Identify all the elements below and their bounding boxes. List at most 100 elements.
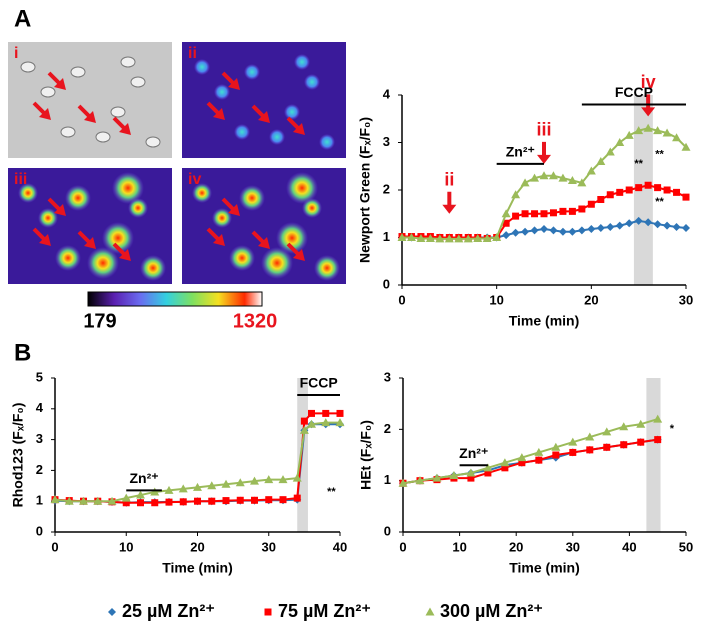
marker [635, 184, 643, 192]
image-label: ii [188, 45, 197, 62]
marker [264, 608, 272, 616]
marker [644, 181, 652, 189]
cell [95, 131, 111, 143]
marker [596, 157, 606, 165]
marker [549, 209, 557, 217]
cell [112, 172, 144, 204]
cell [319, 134, 335, 150]
marker [178, 484, 188, 493]
series-line [402, 438, 658, 485]
marker [50, 495, 60, 504]
micrograph [8, 42, 172, 158]
marker [517, 453, 527, 462]
marker [265, 496, 273, 504]
marker [179, 498, 187, 506]
marker [603, 443, 611, 451]
marker [416, 233, 426, 242]
y-tick-label: 4 [383, 86, 391, 101]
marker [577, 178, 587, 187]
y-tick-label: 0 [36, 523, 43, 538]
marker [235, 478, 245, 487]
marker [551, 442, 561, 451]
marker [539, 171, 549, 180]
marker [164, 485, 174, 494]
marker [615, 138, 625, 146]
arrow-head [293, 123, 305, 135]
annotation-text: * [670, 423, 675, 435]
marker [644, 218, 653, 227]
x-tick-label: 20 [584, 292, 598, 307]
marker [624, 130, 634, 139]
annotation-text: ** [655, 148, 664, 160]
marker [467, 474, 475, 482]
arrow-head [293, 249, 305, 261]
arrow-head [84, 111, 96, 123]
marker [335, 418, 345, 427]
marker [530, 173, 540, 182]
marker [151, 499, 159, 507]
marker [625, 219, 634, 228]
cell [102, 222, 134, 254]
marker [292, 473, 302, 482]
marker [585, 432, 595, 441]
marker [587, 200, 595, 208]
legend-label: 300 µM Zn²⁺ [440, 601, 543, 621]
cell [214, 84, 230, 100]
cell [120, 56, 136, 68]
marker [79, 496, 88, 505]
cell [269, 129, 285, 145]
marker [432, 473, 442, 482]
image-label: iv [188, 171, 201, 188]
marker [672, 223, 681, 232]
x-tick-label: 0 [398, 292, 405, 307]
marker [483, 463, 493, 472]
marker [549, 226, 558, 235]
arrow-head [84, 237, 96, 249]
marker [251, 496, 258, 504]
marker [605, 147, 615, 156]
marker [137, 499, 144, 507]
y-tick-label: 3 [383, 134, 390, 149]
legend: 25 µM Zn²⁺ 75 µM Zn²⁺ 300 µM Zn²⁺ [122, 601, 543, 621]
marker [221, 479, 231, 488]
marker [606, 223, 615, 232]
cell [20, 61, 36, 73]
arrow-head [213, 234, 225, 246]
y-tick-label: 4 [36, 400, 44, 415]
marker [587, 224, 596, 233]
marker [643, 123, 653, 132]
x-tick-label: 30 [262, 539, 276, 554]
cell [145, 136, 161, 148]
marker [578, 205, 586, 213]
marker [559, 207, 567, 215]
marker [672, 133, 682, 142]
marker [548, 171, 558, 180]
image-label: iii [14, 171, 27, 188]
marker [208, 497, 216, 505]
marker [463, 234, 473, 243]
marker [511, 228, 520, 237]
cell [130, 76, 146, 88]
marker [540, 224, 548, 233]
y-tick-label: 1 [384, 472, 391, 487]
marker [535, 456, 543, 464]
y-tick-label: 3 [384, 369, 391, 384]
marker [531, 210, 539, 218]
marker [568, 437, 578, 446]
arrow-head [119, 123, 131, 135]
marker [534, 447, 544, 456]
arrow-head [258, 237, 270, 249]
marker [415, 476, 425, 485]
colorbar-max: 1320 [233, 310, 278, 332]
cell [276, 222, 308, 254]
marker [673, 188, 681, 196]
cell [65, 185, 91, 211]
marker [586, 446, 594, 454]
annotation-text: ** [327, 486, 336, 498]
marker [300, 417, 308, 425]
y-tick-label: 2 [383, 181, 390, 196]
annotation-text: Zn²⁺ [129, 470, 158, 486]
cell [40, 86, 56, 98]
